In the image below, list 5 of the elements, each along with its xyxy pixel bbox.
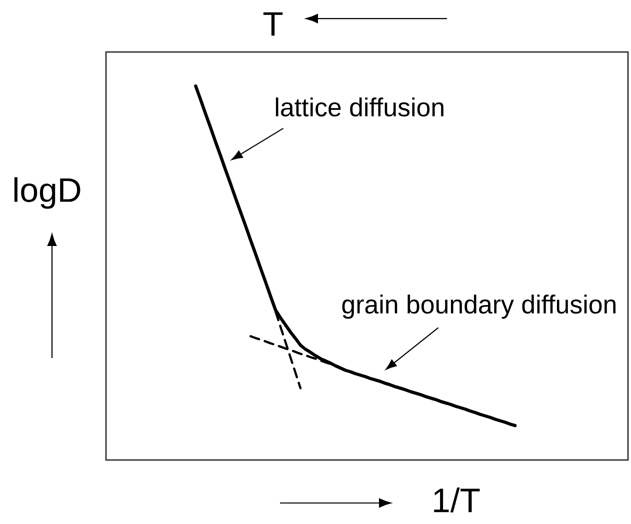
- annotation: grain boundary diffusion: [342, 294, 616, 319]
- x2-axis-title: T: [263, 12, 283, 36]
- x-axis-title: 1/T: [434, 488, 480, 512]
- annotation: lattice diffusion: [276, 97, 444, 117]
- y-axis-title: logD: [14, 177, 80, 209]
